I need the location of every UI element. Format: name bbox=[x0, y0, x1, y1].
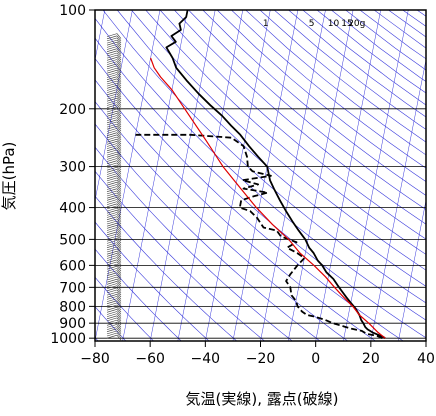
dry-adiabat bbox=[360, 10, 436, 341]
dry-adiabat bbox=[303, 10, 436, 341]
x-tick-label: 0 bbox=[311, 351, 320, 367]
dry-adiabat bbox=[246, 10, 436, 341]
x-tick-label: 20 bbox=[362, 351, 380, 367]
y-axis-label: 気圧(hPa) bbox=[0, 142, 18, 211]
x-tick-label: −20 bbox=[246, 351, 276, 367]
y-tick-label: 500 bbox=[59, 232, 86, 248]
y-tick-label: 200 bbox=[59, 102, 86, 118]
y-tick-label: 1000 bbox=[50, 331, 86, 347]
y-tick-label: 700 bbox=[59, 280, 86, 296]
dry-adiabat bbox=[0, 10, 181, 341]
dry-adiabat bbox=[403, 10, 436, 341]
dry-adiabat bbox=[189, 10, 436, 341]
dry-adiabat bbox=[117, 10, 436, 341]
isotherm bbox=[426, 10, 436, 341]
dry-adiabat bbox=[3, 10, 292, 341]
x-tick-label: 40 bbox=[417, 351, 435, 367]
y-tick-label: 300 bbox=[59, 160, 86, 176]
x-ticks: −80 −60 −40 −20 0 20 40 bbox=[80, 341, 435, 367]
dry-adiabat bbox=[431, 10, 436, 341]
x-tick-label: −60 bbox=[135, 351, 165, 367]
x-tick-label: −80 bbox=[80, 351, 110, 367]
mixing-ratio-label: 20g bbox=[348, 19, 365, 29]
dry-adiabat bbox=[346, 10, 436, 341]
isotherm bbox=[233, 10, 298, 341]
dry-adiabat bbox=[131, 10, 436, 341]
mixing-ratio-label: 1 bbox=[263, 19, 269, 29]
y-tick-label: 100 bbox=[59, 3, 86, 19]
y-tick-label: 600 bbox=[59, 258, 86, 274]
x-axis-label: 気温(実線), 露点(破線) bbox=[186, 390, 339, 408]
x-tick-label: −40 bbox=[191, 351, 221, 367]
dewpoint-line bbox=[136, 135, 383, 338]
y-tick-label: 400 bbox=[59, 201, 86, 217]
y-tick-label: 900 bbox=[59, 316, 86, 332]
y-tick-label: 800 bbox=[59, 299, 86, 315]
dry-adiabat bbox=[231, 10, 436, 341]
dry-adiabat bbox=[89, 10, 436, 341]
dry-adiabat bbox=[317, 10, 436, 341]
mixing-ratio-label: 5 bbox=[309, 19, 315, 29]
isotherm bbox=[343, 10, 408, 341]
dry-adiabat bbox=[289, 10, 436, 341]
mixing-ratio-label: 10 bbox=[328, 19, 340, 29]
